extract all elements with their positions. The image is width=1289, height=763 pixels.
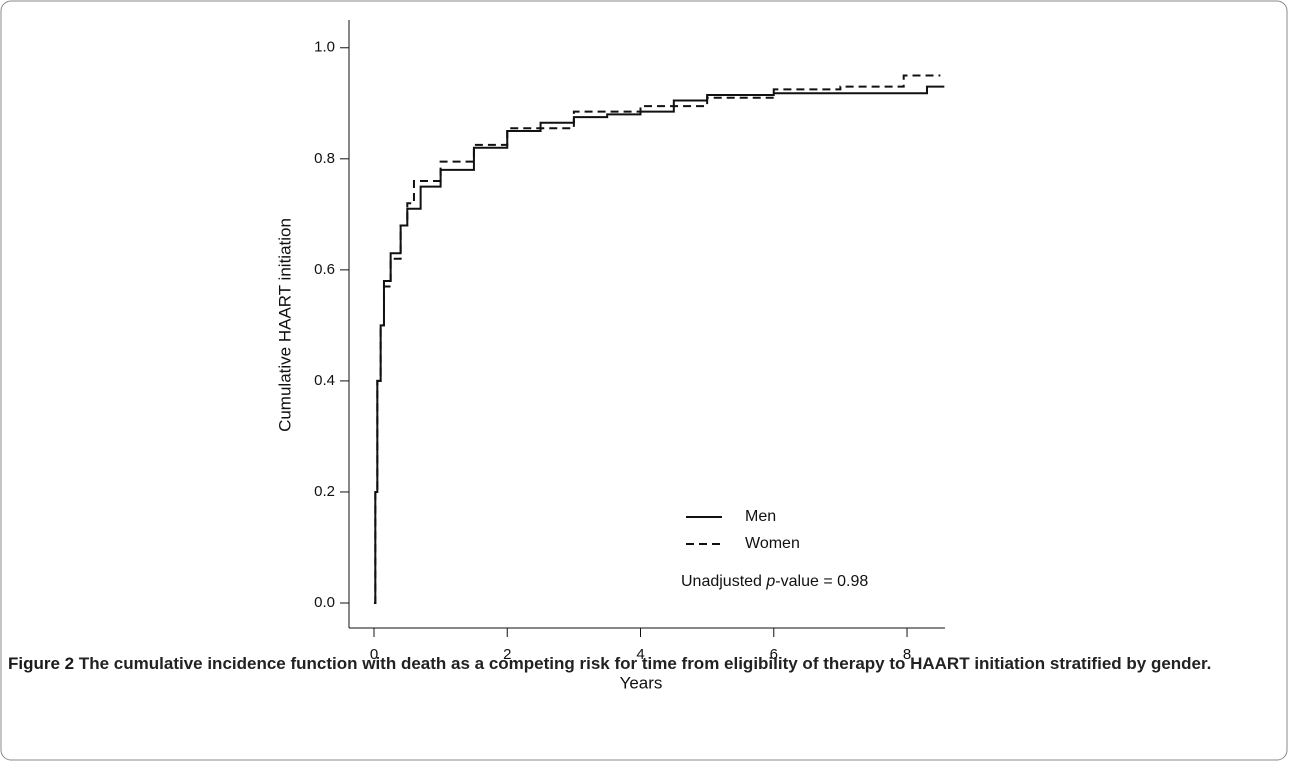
y-tick-label: 0.4 [314, 372, 335, 389]
x-tick-label: 8 [903, 646, 911, 663]
x-axis-label: Years [620, 673, 663, 692]
annotation: Unadjusted p-value = 0.98 [681, 573, 868, 590]
x-tick-label: 2 [503, 646, 511, 663]
legend-label: Men [745, 508, 776, 525]
x-tick-label: 0 [370, 646, 378, 663]
annotation-text: -value = 0.98 [775, 573, 868, 590]
caption-text: The cumulative incidence function with d… [78, 654, 1212, 673]
caption-label: Figure 2 [8, 654, 75, 673]
legend-label: Women [745, 535, 800, 552]
annotation-text: p [765, 573, 775, 590]
y-tick-label: 0.8 [314, 150, 335, 167]
y-tick-label: 0.2 [314, 483, 335, 500]
series-line [373, 85, 945, 605]
y-tick-label: 0.0 [314, 594, 335, 611]
y-tick-label: 0.6 [314, 261, 335, 278]
caption: Figure 2 The cumulative incidence functi… [8, 650, 1258, 677]
x-tick-label: 4 [636, 646, 644, 663]
series-line [373, 74, 941, 605]
y-axis-label: Cumulative HAART initiation [275, 218, 294, 432]
y-tick-label: 1.0 [314, 39, 335, 56]
x-tick-label: 6 [770, 646, 778, 663]
annotation-text: Unadjusted [681, 573, 766, 590]
